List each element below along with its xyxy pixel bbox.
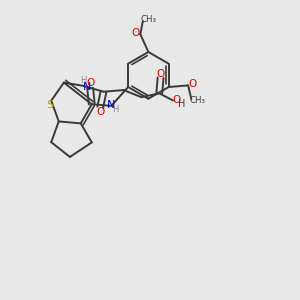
Text: S: S xyxy=(47,100,54,110)
Text: H: H xyxy=(112,105,119,114)
Text: N: N xyxy=(82,82,91,92)
Text: N: N xyxy=(106,100,115,110)
Text: CH₃: CH₃ xyxy=(189,96,205,105)
Text: O: O xyxy=(157,68,165,79)
Text: O: O xyxy=(96,107,104,117)
Text: O: O xyxy=(86,79,94,88)
Text: CH₃: CH₃ xyxy=(141,15,157,24)
Text: O: O xyxy=(132,28,140,38)
Text: O: O xyxy=(173,95,181,106)
Text: O: O xyxy=(188,79,197,89)
Text: H: H xyxy=(178,99,186,109)
Text: H: H xyxy=(80,76,86,85)
